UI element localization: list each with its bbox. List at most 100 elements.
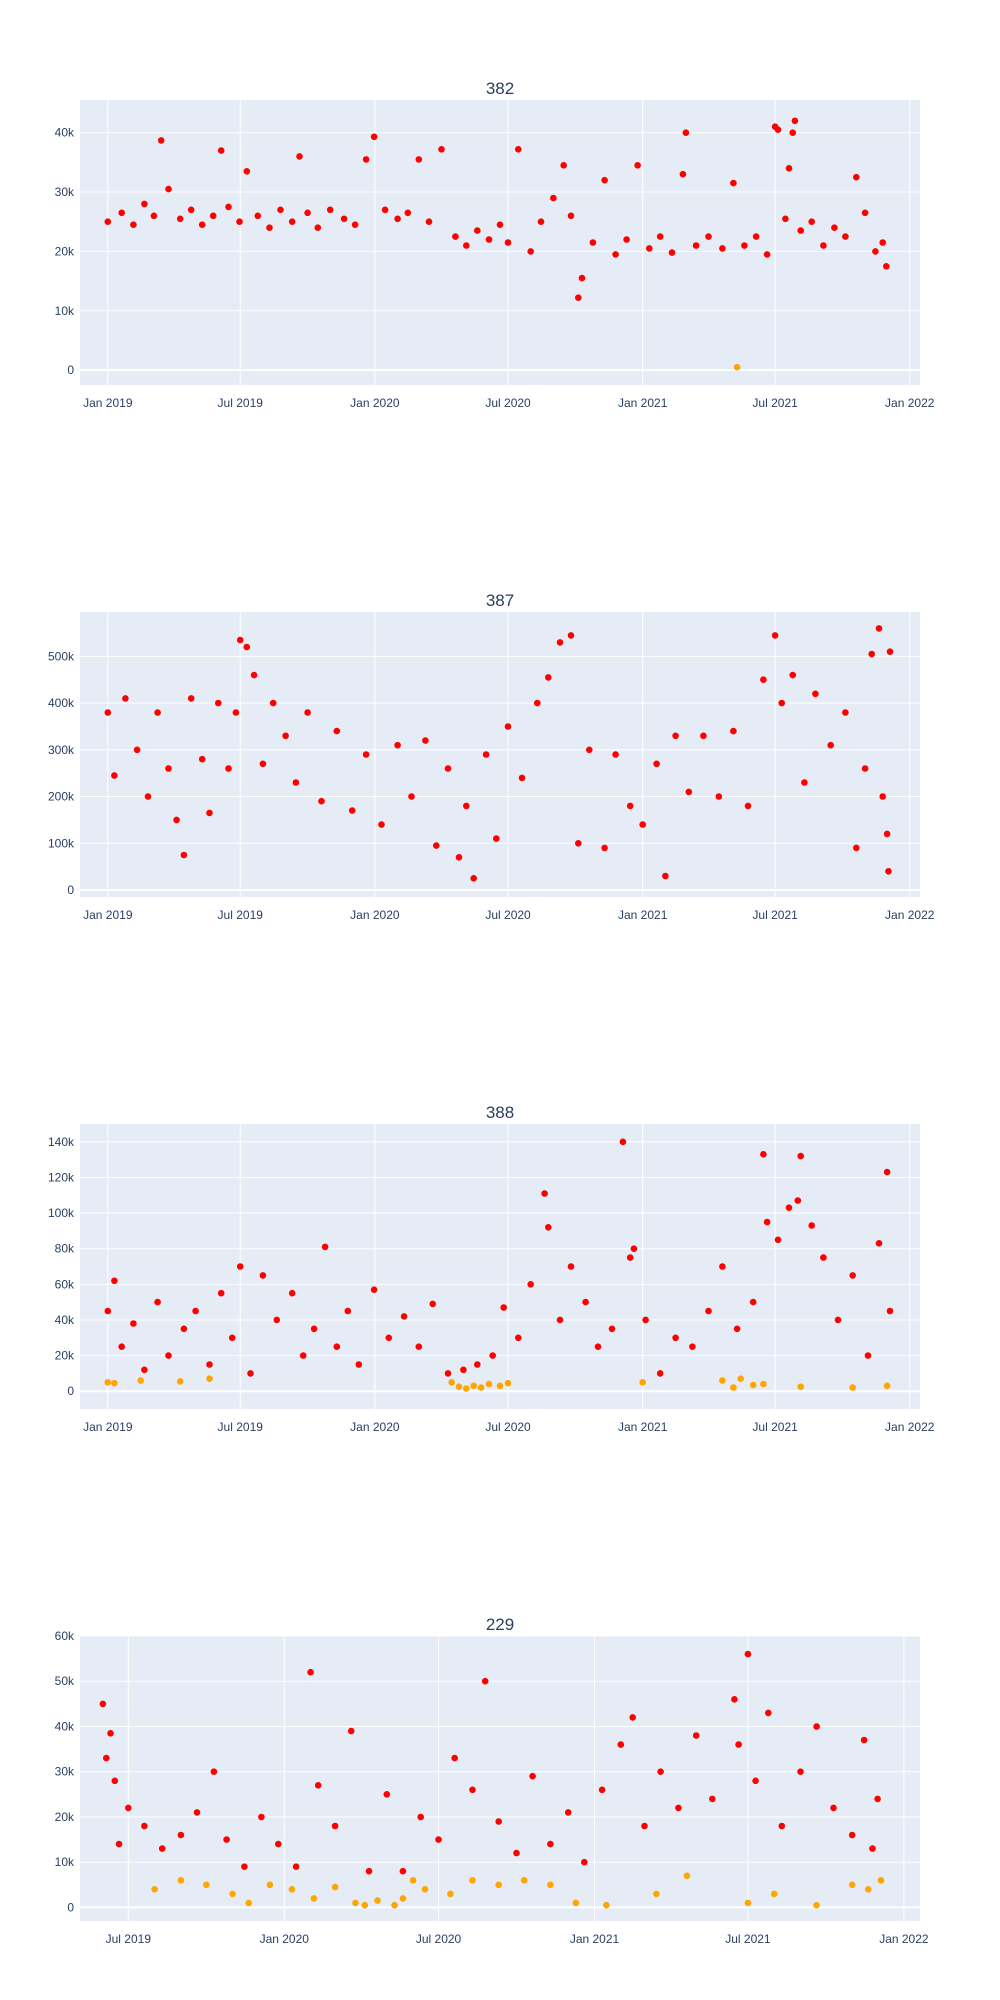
data-point	[269, 699, 277, 707]
data-point	[744, 1899, 752, 1907]
chart-panel-2: Jan 2019 Jul 2019 Jan 2020 Jul 2020 Jan 2021…	[48, 591, 935, 922]
data-point	[206, 809, 213, 817]
y-tick-label: 80k	[55, 1242, 75, 1256]
data-point	[370, 133, 378, 141]
data-point	[879, 239, 886, 246]
data-point	[352, 1899, 359, 1907]
data-point	[229, 1890, 236, 1898]
data-point	[589, 239, 597, 246]
data-point	[104, 218, 112, 225]
chart-title: 382	[486, 79, 514, 98]
data-point	[111, 772, 118, 779]
data-point	[243, 168, 251, 175]
data-point	[657, 1768, 664, 1775]
x-tick-label: Jan 2019	[83, 908, 133, 922]
data-point	[326, 206, 334, 214]
series-1	[104, 117, 890, 302]
data-point	[744, 802, 752, 810]
data-point	[460, 1366, 467, 1374]
data-point	[177, 1831, 185, 1839]
data-point	[444, 1370, 452, 1377]
data-point	[578, 274, 586, 282]
data-point	[277, 206, 284, 214]
data-point	[299, 1352, 307, 1359]
series-2	[151, 1872, 885, 1909]
data-point	[243, 643, 251, 651]
data-point	[362, 156, 370, 163]
data-point	[355, 1361, 363, 1368]
data-point	[883, 1168, 891, 1176]
data-point	[575, 294, 582, 302]
series-2	[104, 1375, 891, 1392]
data-point	[470, 1382, 478, 1390]
data-point	[225, 765, 232, 772]
y-tick-label: 200k	[48, 790, 75, 804]
data-point	[842, 709, 849, 716]
data-point	[791, 117, 799, 125]
data-point	[429, 1300, 437, 1308]
data-point	[820, 242, 827, 249]
data-point	[383, 1791, 391, 1798]
data-point	[259, 760, 267, 768]
data-point	[598, 1786, 606, 1794]
data-point	[785, 1204, 793, 1211]
data-point	[408, 793, 415, 800]
data-point	[477, 1384, 485, 1391]
data-point	[111, 1777, 119, 1785]
data-point	[296, 153, 303, 160]
data-point	[868, 650, 875, 658]
y-tick-label: 0	[67, 363, 74, 377]
data-point	[318, 797, 325, 805]
data-point	[266, 224, 273, 231]
data-point	[173, 816, 180, 824]
data-point	[417, 1813, 425, 1821]
data-point	[165, 185, 172, 193]
data-point	[885, 868, 892, 875]
chart-panel-4: Jul 2019 Jan 2020 Jul 2020 Jan 2021 Jul 2021…	[55, 1615, 929, 1946]
data-point	[617, 1741, 625, 1748]
y-tick-label: 300k	[48, 743, 75, 757]
y-tick-label: 500k	[48, 649, 75, 663]
data-point	[241, 1863, 248, 1870]
data-point	[176, 1378, 184, 1385]
data-point	[545, 674, 552, 681]
data-point	[601, 844, 608, 852]
x-tick-label: Jan 2022	[879, 1932, 929, 1946]
data-point	[586, 746, 593, 754]
data-point	[141, 1822, 148, 1830]
data-point	[731, 1696, 738, 1703]
y-tick-label: 30k	[55, 185, 75, 199]
data-point	[820, 1254, 827, 1261]
data-point	[760, 1151, 767, 1158]
data-point	[485, 236, 493, 243]
data-point	[861, 209, 869, 217]
data-point	[133, 746, 141, 754]
data-point	[679, 170, 687, 178]
data-point	[187, 206, 195, 214]
data-point	[545, 1224, 552, 1231]
x-tick-label: Jan 2020	[350, 1420, 400, 1434]
data-point	[165, 1352, 172, 1359]
data-point	[203, 1881, 210, 1889]
data-point	[567, 1263, 575, 1270]
data-point	[333, 1343, 341, 1350]
data-point	[474, 1361, 481, 1368]
data-point	[797, 1152, 804, 1160]
data-point	[537, 218, 545, 225]
data-point	[763, 251, 771, 258]
data-point	[877, 1877, 885, 1884]
x-tick-label: Jan 2021	[618, 1420, 668, 1434]
data-point	[433, 842, 440, 849]
data-point	[581, 1858, 588, 1866]
data-point	[228, 1334, 236, 1342]
data-point	[719, 1377, 726, 1384]
data-point	[556, 639, 564, 646]
data-point	[639, 821, 646, 828]
data-point	[463, 242, 470, 249]
data-point	[344, 1307, 352, 1315]
data-point	[292, 1863, 300, 1870]
data-point	[282, 732, 289, 740]
data-point	[812, 690, 819, 698]
data-point	[520, 1877, 528, 1884]
y-tick-label: 10k	[55, 304, 75, 318]
